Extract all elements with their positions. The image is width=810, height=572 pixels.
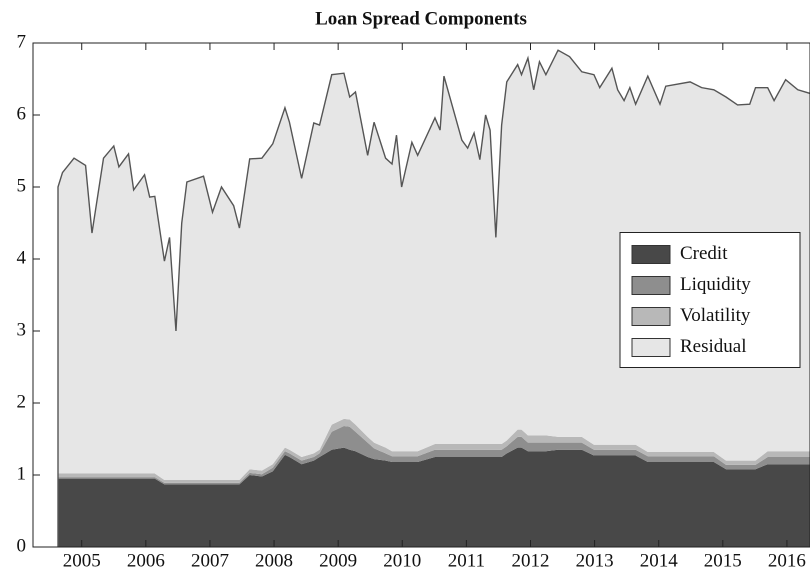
area bbox=[58, 426, 810, 485]
area bbox=[58, 50, 810, 481]
legend-swatch bbox=[631, 338, 671, 357]
legend-swatch bbox=[631, 276, 671, 295]
x-tick-label: 2011 bbox=[448, 550, 485, 571]
area bbox=[58, 447, 810, 547]
legend-label: Volatility bbox=[680, 305, 751, 326]
x-tick-label: 2012 bbox=[511, 550, 549, 571]
y-tick-label: 2 bbox=[17, 391, 27, 412]
y-tick-label: 6 bbox=[17, 103, 27, 124]
y-tick-label: 5 bbox=[17, 175, 27, 196]
x-tick-label: 2005 bbox=[63, 550, 101, 571]
x-tick-label: 2015 bbox=[704, 550, 742, 571]
legend-label: Credit bbox=[680, 243, 728, 264]
area bbox=[58, 418, 810, 483]
top-line bbox=[57, 49, 810, 547]
y-tick-label: 3 bbox=[17, 319, 27, 340]
x-tick-label: 2016 bbox=[768, 550, 806, 571]
x-tick-label: 2008 bbox=[255, 550, 293, 571]
y-tick-label: 1 bbox=[17, 463, 27, 484]
y-tick-label: 7 bbox=[17, 31, 27, 52]
legend-swatch bbox=[631, 307, 671, 326]
legend-swatch bbox=[631, 245, 671, 264]
x-tick-label: 2014 bbox=[640, 550, 679, 571]
chart-title: Loan Spread Components bbox=[315, 8, 527, 29]
x-tick-label: 2006 bbox=[127, 550, 165, 571]
x-tick-label: 2013 bbox=[576, 550, 614, 571]
legend-label: Liquidity bbox=[680, 274, 751, 295]
x-tick-label: 2007 bbox=[191, 550, 229, 571]
x-tick-label: 2010 bbox=[383, 550, 421, 571]
plot-frame bbox=[32, 42, 810, 548]
y-tick-label: 4 bbox=[17, 247, 27, 268]
legend-label: Residual bbox=[680, 336, 747, 357]
x-tick-label: 2009 bbox=[319, 550, 357, 571]
y-tick-label: 0 bbox=[17, 535, 27, 556]
